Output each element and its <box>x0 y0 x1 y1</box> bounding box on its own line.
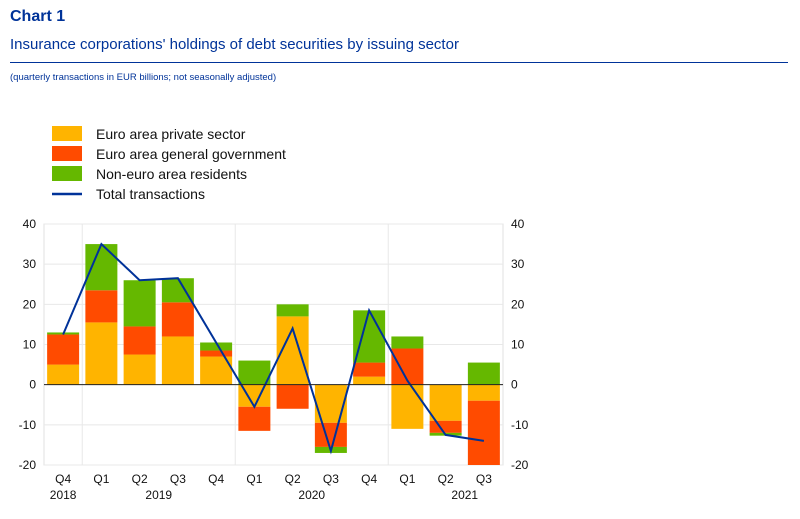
legend-non-euro-area-residents-label: Non-euro area residents <box>96 166 247 182</box>
total-line-group <box>62 242 485 455</box>
x-tick-label: Q3 <box>323 472 339 486</box>
bar-euro-area-general-government <box>238 406 271 431</box>
bar-non-euro-area-residents <box>391 336 424 349</box>
bar-euro-area-private-sector <box>85 322 118 385</box>
x-tick-label: Q3 <box>170 472 186 486</box>
legend-non-euro-area-residents-swatch <box>52 166 82 181</box>
bar-euro-area-general-government <box>85 290 118 323</box>
total-transactions-line <box>62 242 485 455</box>
bar-euro-area-private-sector <box>123 354 156 385</box>
year-label: 2019 <box>145 488 172 502</box>
x-tick-label: Q3 <box>476 472 492 486</box>
legend: Euro area private sector Euro area genera… <box>52 126 286 202</box>
x-tick-label: Q2 <box>438 472 454 486</box>
bar-euro-area-general-government <box>123 326 156 355</box>
bar-non-euro-area-residents <box>123 280 156 327</box>
grid <box>43 223 504 466</box>
x-tick-label: Q1 <box>399 472 415 486</box>
bar-euro-area-general-government <box>467 400 500 465</box>
bar-euro-area-private-sector <box>161 336 194 385</box>
x-tick-label: Q2 <box>132 472 148 486</box>
bar-euro-area-private-sector <box>47 364 80 385</box>
bar-non-euro-area-residents <box>161 278 194 303</box>
legend-euro-area-general-government-swatch <box>52 146 82 161</box>
legend-euro-area-general-government-label: Euro area general government <box>96 146 286 162</box>
chart-number: Chart 1 <box>10 8 66 25</box>
bar-euro-area-private-sector <box>353 376 386 385</box>
y-tick-label-right: -20 <box>511 458 529 472</box>
y-tick-label-right: 20 <box>511 297 525 311</box>
x-tick-label: Q4 <box>208 472 224 486</box>
x-tick-label: Q1 <box>246 472 262 486</box>
y-tick-label-left: 0 <box>29 378 36 392</box>
bar-euro-area-general-government <box>200 350 233 357</box>
legend-euro-area-private-sector-label: Euro area private sector <box>96 126 246 142</box>
y-tick-label-right: 10 <box>511 338 525 352</box>
bar-non-euro-area-residents <box>200 342 233 351</box>
year-label: 2020 <box>298 488 325 502</box>
bar-euro-area-general-government <box>353 362 386 377</box>
bar-euro-area-private-sector <box>391 384 424 429</box>
bar-non-euro-area-residents <box>467 362 500 385</box>
x-tick-label: Q1 <box>93 472 109 486</box>
title-divider <box>10 62 788 63</box>
bar-euro-area-general-government <box>314 422 347 447</box>
bar-non-euro-area-residents <box>85 244 118 291</box>
y-tick-label-left: 40 <box>23 217 37 231</box>
bars <box>47 244 500 465</box>
bar-non-euro-area-residents <box>238 360 271 385</box>
x-tick-label: Q2 <box>285 472 301 486</box>
year-label: 2018 <box>50 488 77 502</box>
y-tick-label-left: -20 <box>19 458 37 472</box>
year-label: 2021 <box>451 488 478 502</box>
bar-euro-area-general-government <box>47 334 80 365</box>
bar-euro-area-general-government <box>161 302 194 337</box>
x-tick-label: Q4 <box>361 472 377 486</box>
bar-euro-area-private-sector <box>429 384 462 421</box>
x-tick-label: Q4 <box>55 472 71 486</box>
chart-subtitle: (quarterly transactions in EUR billions;… <box>10 72 277 83</box>
y-tick-label-right: 0 <box>511 378 518 392</box>
chart-title: Insurance corporations' holdings of debt… <box>10 36 459 53</box>
bar-euro-area-private-sector <box>467 384 500 401</box>
y-tick-label-right: 40 <box>511 217 525 231</box>
bar-non-euro-area-residents <box>353 310 386 363</box>
legend-total-transactions-label: Total transactions <box>96 186 205 202</box>
y-tick-label-left: -10 <box>19 418 37 432</box>
bar-non-euro-area-residents <box>276 304 309 317</box>
y-tick-label-left: 10 <box>23 338 37 352</box>
bar-euro-area-general-government <box>429 420 462 433</box>
legend-euro-area-private-sector-swatch <box>52 126 82 141</box>
y-tick-label-right: 30 <box>511 257 525 271</box>
y-tick-label-left: 30 <box>23 257 37 271</box>
bar-euro-area-general-government <box>276 384 309 409</box>
y-tick-label-left: 20 <box>23 297 37 311</box>
y-tick-label-right: -10 <box>511 418 529 432</box>
